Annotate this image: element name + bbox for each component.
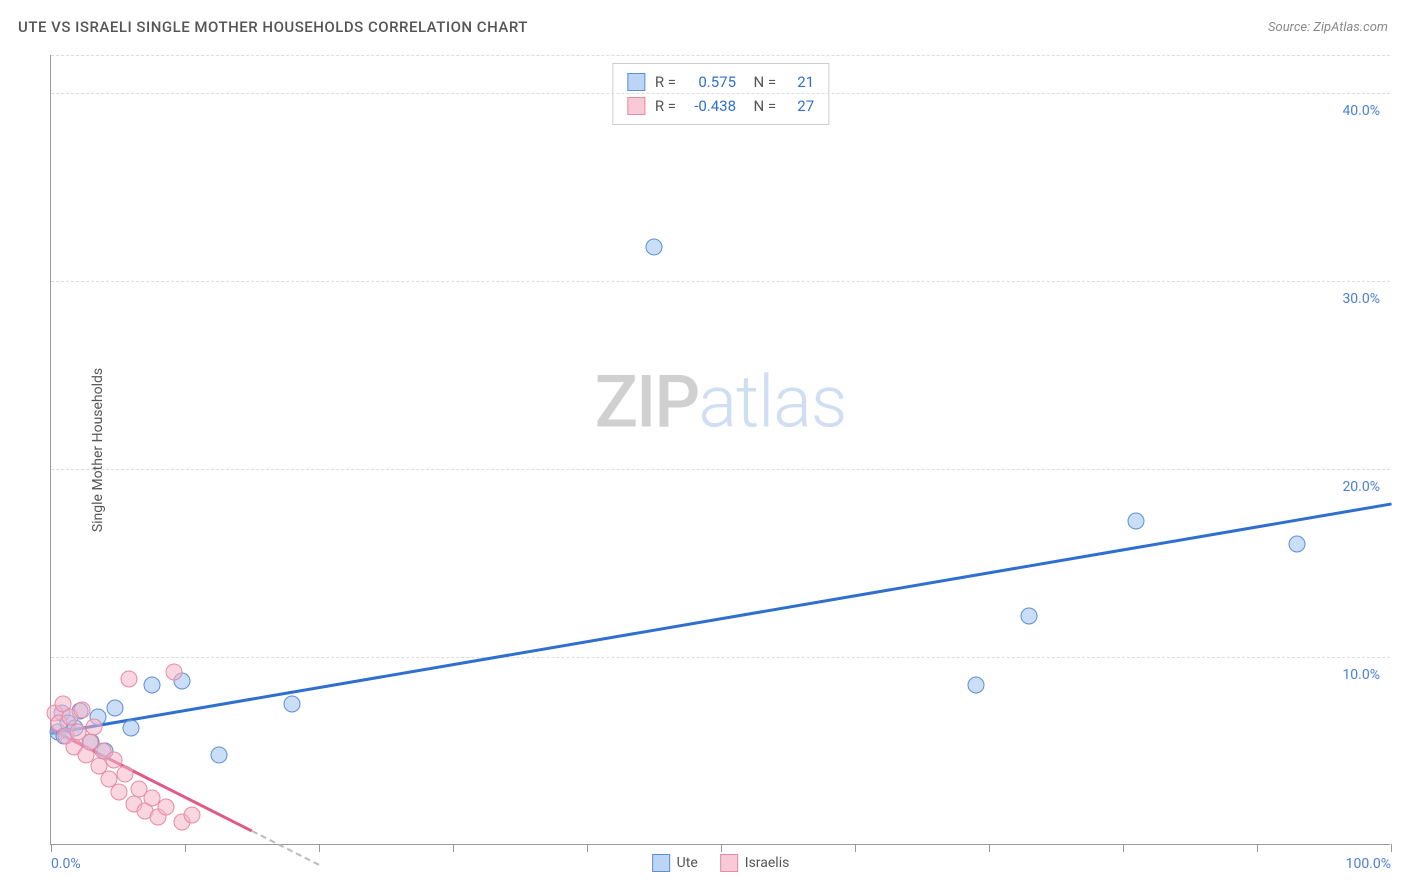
x-tick-label: 0.0% (51, 856, 81, 872)
stat-n-label: N = (746, 70, 776, 94)
data-point (120, 671, 137, 688)
data-point (1021, 607, 1038, 624)
swatch-icon (720, 854, 738, 872)
source-label: Source: ZipAtlas.com (1268, 20, 1388, 35)
stat-r-value: 0.575 (686, 70, 736, 94)
y-tick-label: 40.0% (1342, 103, 1380, 119)
y-tick-label: 10.0% (1342, 667, 1380, 683)
gridline-h (51, 469, 1390, 470)
x-tick (1123, 844, 1124, 852)
watermark: ZIPatlas (595, 360, 847, 445)
watermark-zip: ZIP (595, 360, 699, 445)
data-point (183, 806, 200, 823)
watermark-atlas: atlas (698, 360, 846, 445)
x-tick (721, 844, 722, 852)
data-point (143, 677, 160, 694)
x-tick (1257, 844, 1258, 852)
swatch-icon (627, 73, 645, 91)
x-tick (989, 844, 990, 852)
data-point (123, 720, 140, 737)
stat-r-label: R = (655, 70, 676, 94)
legend-item-israelis: Israelis (720, 854, 790, 872)
stat-r-label: R = (655, 94, 676, 118)
data-point (107, 699, 124, 716)
x-tick (51, 844, 52, 852)
data-point (73, 701, 90, 718)
data-point (85, 718, 102, 735)
data-point (1289, 536, 1306, 553)
gridline-h (51, 281, 1390, 282)
gridline-h (51, 657, 1390, 658)
y-axis-label: Single Mother Households (90, 367, 106, 531)
stat-n-label: N = (746, 94, 776, 118)
data-point (1128, 513, 1145, 530)
data-point (967, 677, 984, 694)
stats-row-series2: R = -0.438 N = 27 (627, 94, 814, 118)
x-tick (319, 844, 320, 852)
x-tick (1391, 844, 1392, 852)
legend: Ute Israelis (652, 854, 790, 872)
swatch-icon (652, 854, 670, 872)
trend-line (51, 503, 1391, 735)
x-tick (453, 844, 454, 852)
x-tick (855, 844, 856, 852)
chart-plot-area: Single Mother Households ZIPatlas R = 0.… (50, 55, 1390, 845)
data-point (116, 765, 133, 782)
data-point (158, 799, 175, 816)
y-tick-label: 30.0% (1342, 291, 1380, 307)
data-point (166, 663, 183, 680)
x-tick (587, 844, 588, 852)
legend-item-ute: Ute (652, 854, 698, 872)
legend-label: Israelis (745, 855, 790, 871)
data-point (111, 784, 128, 801)
stat-n-value: 27 (786, 94, 814, 118)
stat-n-value: 21 (786, 70, 814, 94)
stats-row-series1: R = 0.575 N = 21 (627, 70, 814, 94)
data-point (284, 695, 301, 712)
correlation-stats-box: R = 0.575 N = 21 R = -0.438 N = 27 (612, 63, 829, 125)
swatch-icon (627, 97, 645, 115)
y-tick-label: 20.0% (1342, 479, 1380, 495)
data-point (210, 746, 227, 763)
x-tick-label: 100.0% (1346, 856, 1391, 872)
stat-r-value: -0.438 (686, 94, 736, 118)
gridline-h (51, 93, 1390, 94)
chart-title: UTE VS ISRAELI SINGLE MOTHER HOUSEHOLDS … (18, 18, 528, 36)
data-point (646, 238, 663, 255)
gridline-h (51, 55, 1390, 56)
legend-label: Ute (677, 855, 698, 871)
x-tick (185, 844, 186, 852)
trend-line (252, 830, 320, 866)
